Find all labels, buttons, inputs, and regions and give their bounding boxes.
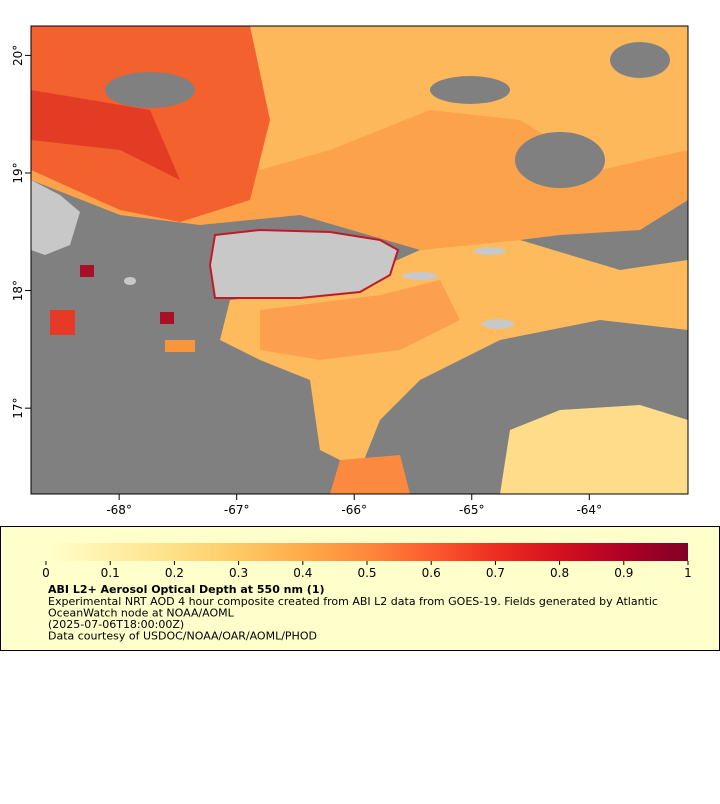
- colorbar-tick-label: 1: [684, 566, 692, 580]
- colorbar-tick-label: 0.2: [165, 566, 184, 580]
- colorbar-tick-label: 0.5: [357, 566, 376, 580]
- y-tick-label: 17°: [11, 398, 25, 419]
- caption-line: Experimental NRT AOD 4 hour composite cr…: [48, 595, 658, 608]
- aod-map: [31, 26, 688, 494]
- y-tick-label: 19°: [11, 162, 25, 183]
- caption-line: OceanWatch node at NOAA/AOML: [48, 607, 235, 620]
- colorbar-tick-label: 0.3: [229, 566, 248, 580]
- colorbar: [46, 543, 688, 561]
- colorbar-tick-label: 0.9: [614, 566, 633, 580]
- y-tick-label: 20°: [11, 45, 25, 66]
- caption-line: Data courtesy of USDOC/NOAA/OAR/AOML/PHO…: [48, 630, 317, 643]
- y-tick-label: 18°: [11, 280, 25, 301]
- x-tick-label: -65°: [459, 503, 485, 517]
- colorbar-tick-label: 0.7: [486, 566, 505, 580]
- map-frame: [30, 25, 689, 495]
- colorbar-tick-label: 0.8: [550, 566, 569, 580]
- colorbar-tick-label: 0.6: [422, 566, 441, 580]
- caption-line: (2025-07-06T18:00:00Z): [48, 618, 184, 631]
- x-tick-label: -64°: [576, 503, 602, 517]
- colorbar-tick-label: 0.1: [101, 566, 120, 580]
- x-tick-label: -66°: [341, 503, 367, 517]
- x-tick-label: -68°: [106, 503, 132, 517]
- x-tick-label: -67°: [224, 503, 250, 517]
- colorbar-tick-label: 0.4: [293, 566, 312, 580]
- colorbar-tick-label: 0: [42, 566, 50, 580]
- caption-title: ABI L2+ Aerosol Optical Depth at 550 nm …: [48, 583, 325, 596]
